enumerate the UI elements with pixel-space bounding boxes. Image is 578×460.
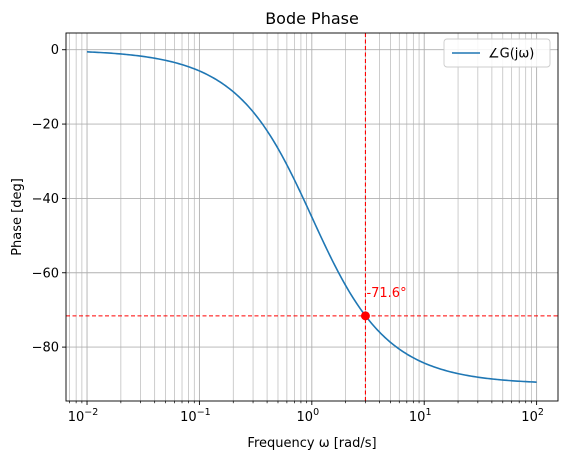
chart-title: Bode Phase [265, 9, 359, 28]
x-tick-label: 101 [409, 407, 432, 425]
phase-curve [86, 51, 537, 383]
y-axis-label: Phase [deg] [10, 178, 25, 256]
y-tick-label: −40 [32, 192, 59, 207]
grid [66, 33, 558, 401]
marker-label: -71.6° [366, 286, 406, 301]
y-tick-label: 0 [51, 43, 59, 58]
y-tick-label: −60 [32, 266, 59, 281]
x-tick-label: 100 [297, 407, 320, 425]
y-tick-label: −80 [32, 341, 59, 356]
legend-label: ∠G(jω) [488, 47, 534, 62]
y-tick-label: −20 [32, 118, 59, 133]
x-axis-label: Frequency ω [rad/s] [247, 436, 376, 451]
axis-ticks: 10−2 10−1 100 101 102 0 −20 −40 −60 −80 [32, 43, 544, 425]
reference-lines [66, 33, 558, 401]
x-tick-label: 102 [521, 407, 544, 425]
legend-box [443, 38, 551, 68]
x-tick-label: 10−1 [180, 407, 211, 425]
x-tick-label: 10−2 [68, 407, 99, 425]
legend: ∠G(jω) [443, 38, 551, 68]
marker-point [360, 311, 370, 321]
